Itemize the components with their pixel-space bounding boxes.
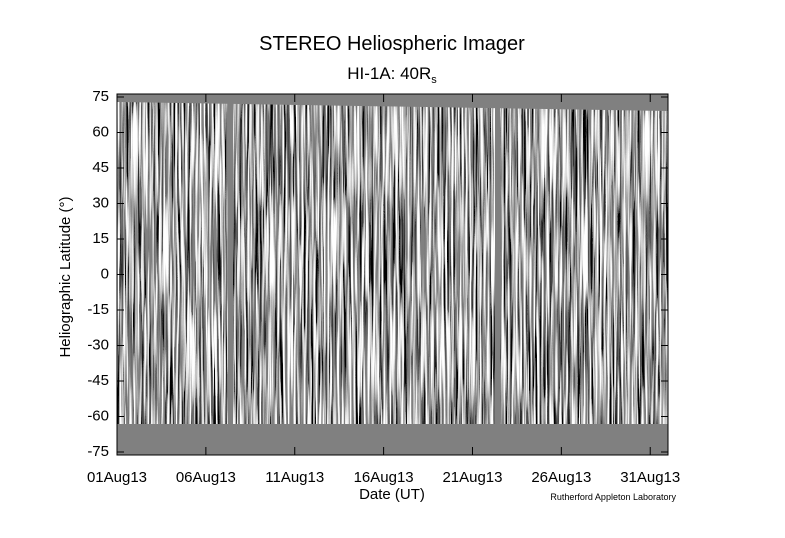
image-area <box>117 94 668 455</box>
y-tick-label: 15 <box>92 230 109 247</box>
x-tick-label: 11Aug13 <box>265 469 324 486</box>
subtitle-subscript: s <box>431 74 437 86</box>
y-tick-label: 60 <box>92 123 109 140</box>
y-tick-label: -60 <box>87 407 109 424</box>
y-tick-label: 0 <box>101 265 109 282</box>
y-tick-label: 30 <box>92 194 109 211</box>
y-tick-label: 75 <box>92 88 109 105</box>
chart-subtitle: HI-1A: 40Rs <box>347 64 437 86</box>
x-axis-label: Date (UT) <box>359 486 425 503</box>
x-tick-label: 31Aug13 <box>620 469 680 486</box>
x-tick-label: 16Aug13 <box>354 469 414 486</box>
image-texture <box>117 102 668 427</box>
y-tick-label: -45 <box>87 372 109 389</box>
top-band <box>117 94 668 111</box>
x-tick-label: 06Aug13 <box>176 469 236 486</box>
y-tick-label: -15 <box>87 301 109 318</box>
data-gap <box>495 97 500 452</box>
subtitle-text: HI-1A: 40R <box>347 64 431 83</box>
x-tick-label: 01Aug13 <box>87 469 147 486</box>
data-gap <box>228 97 233 452</box>
bottom-band <box>117 424 668 455</box>
y-tick-label: -30 <box>87 336 109 353</box>
x-tick-label: 21Aug13 <box>442 469 502 486</box>
y-tick-label: -75 <box>87 443 109 460</box>
y-axis-label: Heliographic Latitude (°) <box>57 196 74 357</box>
credit: Rutherford Appleton Laboratory <box>550 492 676 502</box>
x-tick-label: 26Aug13 <box>531 469 591 486</box>
y-tick-label: 45 <box>92 159 109 176</box>
chart-title: STEREO Heliospheric Imager <box>259 33 525 55</box>
